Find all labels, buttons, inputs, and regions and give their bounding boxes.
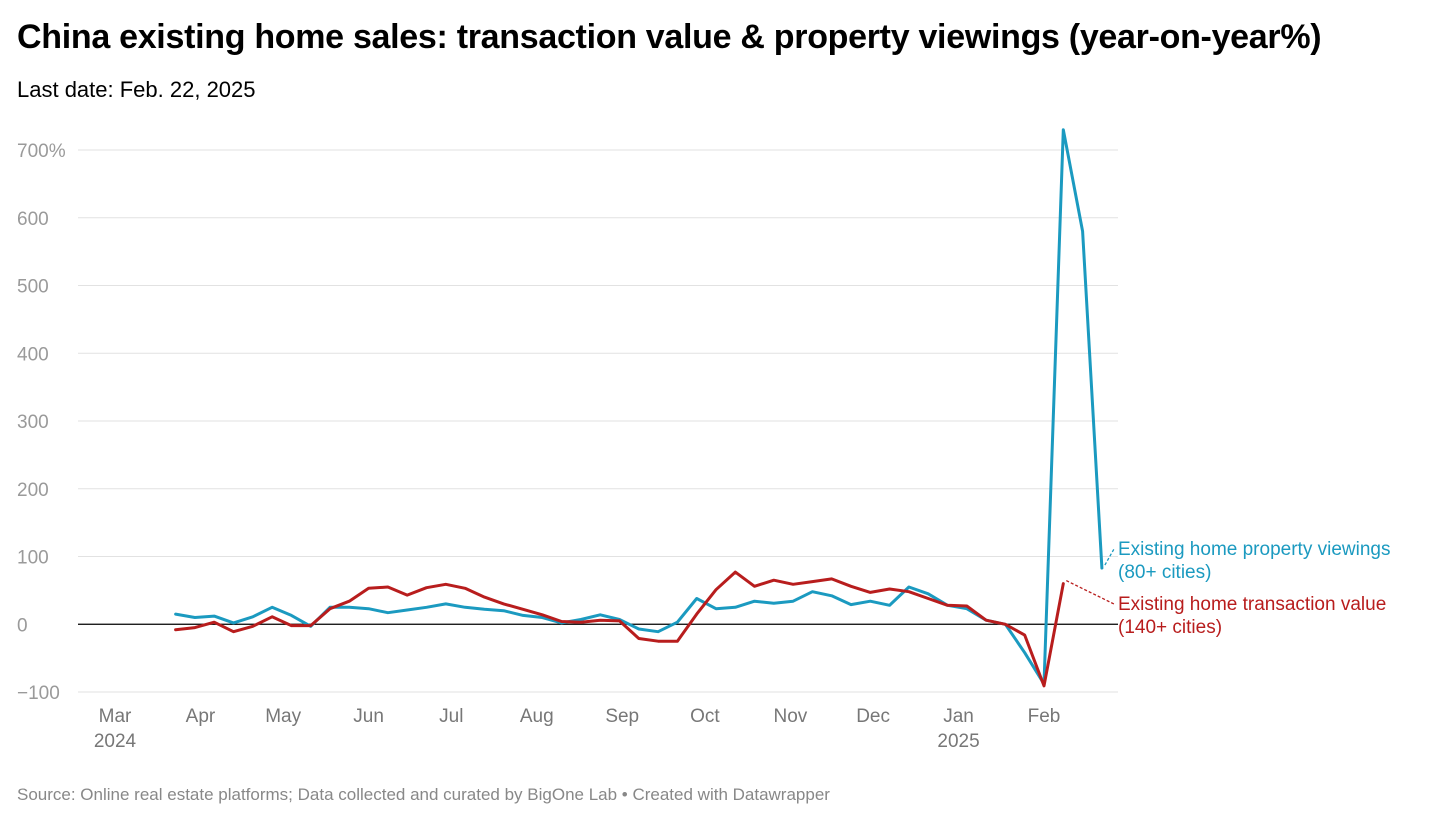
y-tick-label: 200	[17, 480, 49, 501]
x-tick-label: Jun	[353, 706, 384, 727]
x-tick-label: Mar	[99, 706, 132, 727]
x-tick-label: Oct	[690, 706, 720, 727]
x-axis: Mar 2024 Apr May Jun Jul Aug Sep Oct Nov Dec Jan 202…	[94, 706, 1061, 752]
series-label: (80+ cities)	[1118, 562, 1211, 583]
y-tick-label: −100	[17, 683, 60, 704]
x-tick-year-label: 2024	[94, 731, 137, 752]
y-tick-label: 600	[17, 209, 49, 230]
x-tick-year-label: 2025	[937, 731, 979, 752]
x-tick-label: May	[265, 706, 301, 727]
y-tick-label: 700%	[17, 141, 66, 162]
series-line-viewings	[174, 128, 1104, 686]
series-label: (140+ cities)	[1118, 617, 1222, 638]
x-tick-label: Sep	[605, 706, 639, 727]
series-group	[174, 128, 1104, 688]
series-label-connector	[1066, 580, 1115, 605]
x-tick-label: Jul	[439, 706, 463, 727]
x-tick-label: Feb	[1028, 706, 1061, 727]
y-tick-label: 400	[17, 344, 49, 365]
y-tick-label: 500	[17, 277, 49, 298]
x-tick-label: Apr	[186, 706, 216, 727]
series-label-connector	[1104, 548, 1115, 566]
series-labels: Existing home property viewings(80+ citi…	[1066, 539, 1390, 638]
gridlines	[78, 149, 1118, 693]
x-tick-label: Nov	[773, 706, 807, 727]
y-tick-label: 300	[17, 412, 49, 433]
x-tick-label: Aug	[520, 706, 554, 727]
series-label: Existing home transaction value	[1118, 594, 1386, 615]
source-note: Source: Online real estate platforms; Da…	[17, 785, 830, 804]
x-tick-label: Jan	[943, 706, 974, 727]
series-line-transaction-value	[174, 570, 1065, 688]
x-tick-label: Dec	[856, 706, 890, 727]
series-label: Existing home property viewings	[1118, 539, 1390, 560]
y-axis: 700% 600 500 400 300 200 100 0 −100	[17, 141, 66, 704]
chart-title: China existing home sales: transaction v…	[17, 18, 1322, 56]
chart-subtitle: Last date: Feb. 22, 2025	[17, 77, 256, 102]
y-tick-label: 0	[17, 615, 28, 636]
y-tick-label: 100	[17, 548, 49, 569]
